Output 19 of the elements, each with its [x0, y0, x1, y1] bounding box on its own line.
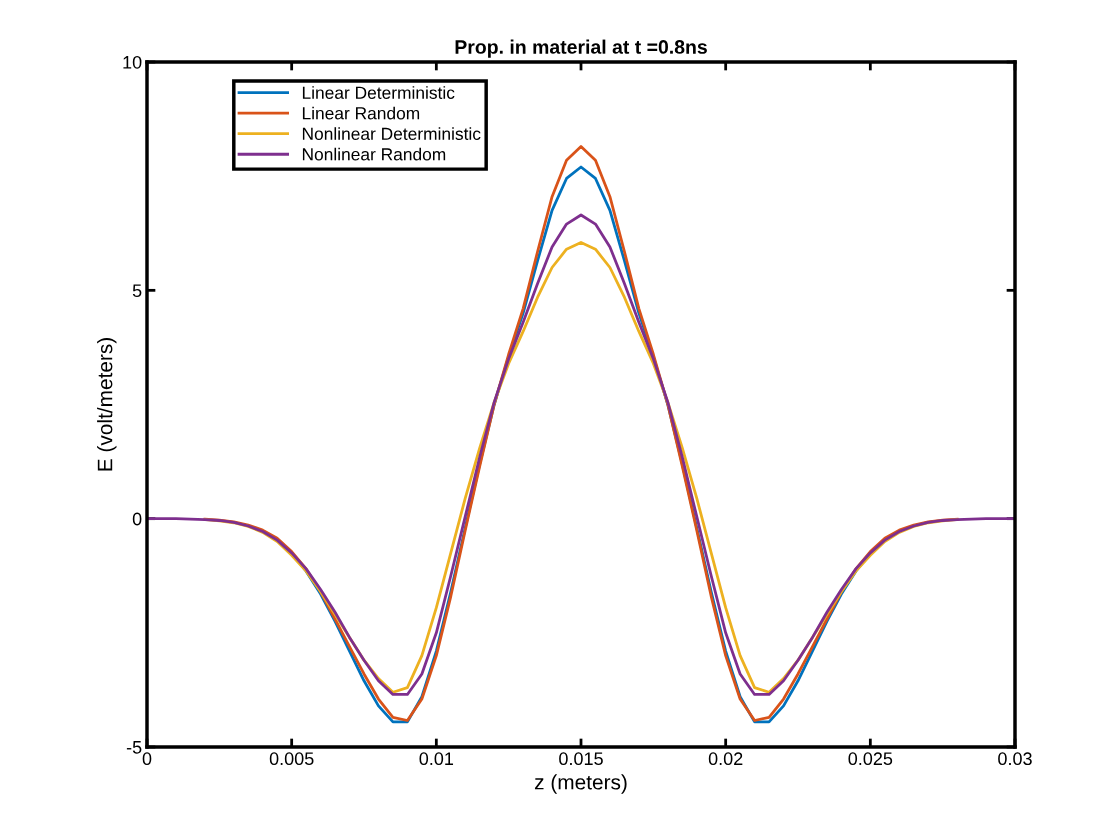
- x-tick-label: 0.01: [419, 752, 454, 766]
- y-axis-title: E (volt/meters): [97, 338, 117, 471]
- x-tick-label: 0.005: [269, 752, 314, 766]
- x-tick-label: 0.015: [559, 752, 603, 766]
- y-tick-label: 10: [123, 55, 142, 69]
- legend-label: Linear Random: [302, 106, 420, 120]
- x-tick-label: 0.03: [998, 752, 1032, 766]
- line-series: [147, 213, 1015, 696]
- x-tick-label: 0.025: [848, 752, 893, 766]
- x-tick-label: 0: [142, 752, 152, 766]
- y-tick-label: 5: [132, 284, 142, 298]
- x-tick-label: 0.02: [708, 752, 743, 766]
- y-tick-label: -5: [126, 741, 142, 754]
- legend-label: Linear Deterministic: [302, 86, 455, 99]
- legend-label: Nonlinear Deterministic: [302, 127, 481, 140]
- legend-label: Nonlinear Random: [302, 147, 446, 161]
- x-axis-title: z (meters): [534, 774, 627, 794]
- chart-title: Prop. in material at t =0.8ns: [455, 39, 707, 58]
- y-tick-label: 0: [132, 512, 142, 526]
